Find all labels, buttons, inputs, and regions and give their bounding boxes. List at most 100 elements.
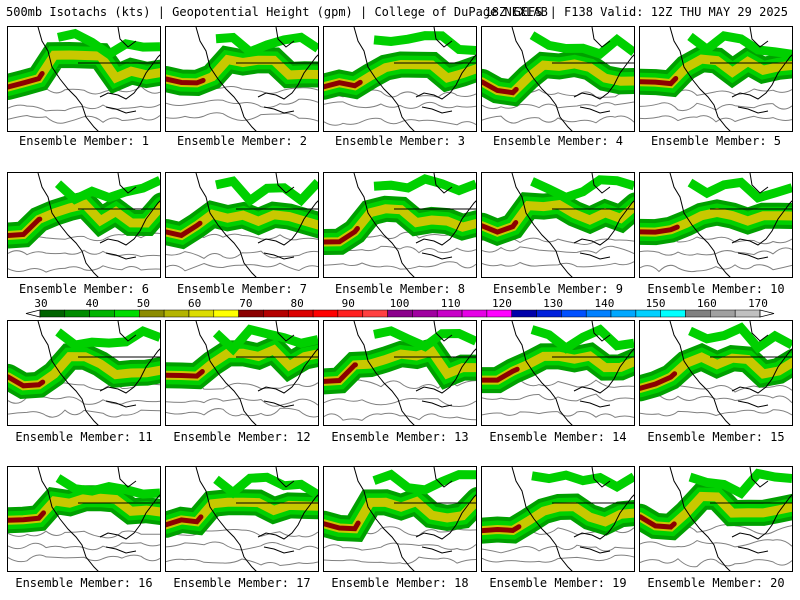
ensemble-member-label: Ensemble Member: 7: [176, 282, 308, 296]
ensemble-map-panel: [7, 26, 161, 132]
height-contour: [324, 542, 476, 551]
scale-tick-label: 130: [543, 297, 564, 310]
scale-swatch: [39, 309, 66, 318]
jet-core: [324, 348, 476, 384]
jet-core: [324, 61, 476, 90]
scale-swatch: [412, 309, 438, 318]
coastline: [195, 27, 318, 131]
height-contour: [8, 542, 160, 551]
scale-swatch: [337, 309, 363, 318]
height-contour: [324, 556, 476, 565]
height-contour: [640, 115, 792, 123]
scale-swatch: [734, 309, 761, 318]
isotach-band: [373, 326, 476, 352]
scale-swatch: [163, 309, 190, 318]
isotach-band: [57, 28, 160, 60]
ensemble-map-panel: [639, 466, 793, 572]
ensemble-map-panel: [323, 320, 477, 426]
ensemble-member-label: Ensemble Member: 2: [176, 134, 308, 148]
scale-tick-label: 120: [491, 297, 512, 310]
scale-swatch: [89, 309, 115, 318]
color-scale: [25, 309, 775, 318]
map-canvas: [482, 27, 634, 131]
scale-tick-label: 90: [341, 297, 355, 310]
map-canvas: [324, 173, 476, 277]
height-contour: [482, 544, 634, 554]
scale-swatch: [263, 309, 289, 318]
coastline: [669, 467, 792, 571]
jet-core: [324, 498, 476, 532]
height-contour: [482, 245, 634, 254]
coastline: [511, 467, 634, 571]
height-contour: [166, 558, 318, 567]
jet-core: [640, 493, 792, 530]
scale-tick-label: 160: [696, 297, 717, 310]
ensemble-map-panel: [7, 466, 161, 572]
map-canvas: [640, 27, 792, 131]
height-contour: [8, 249, 160, 258]
ensemble-map-panel: [165, 466, 319, 572]
scale-swatch: [188, 309, 215, 318]
jet-core: [482, 504, 634, 534]
ensemble-member-label: Ensemble Member: 16: [15, 576, 153, 590]
scale-swatch: [64, 309, 90, 318]
scale-swatch: [213, 309, 239, 318]
ensemble-map-panel: [323, 172, 477, 278]
scale-swatch: [362, 309, 388, 318]
scale-tick-label: 100: [389, 297, 410, 310]
isotach-band: [530, 324, 634, 354]
jet-core: [166, 211, 318, 239]
height-contour: [166, 397, 318, 407]
scale-swatch: [288, 309, 314, 318]
scale-swatch: [486, 309, 512, 318]
height-contour: [324, 117, 476, 126]
jet-core: [482, 353, 634, 383]
coastline: [353, 27, 476, 131]
map-canvas: [640, 321, 792, 425]
scale-swatch: [511, 309, 537, 318]
height-contour: [166, 407, 318, 418]
height-contour: [8, 530, 160, 539]
height-contour: [8, 554, 160, 563]
map-canvas: [482, 467, 634, 571]
isotach-band: [212, 324, 318, 356]
map-canvas: [166, 321, 318, 425]
scale-swatch: [585, 309, 612, 318]
isotach-band: [687, 177, 792, 203]
scale-swatch: [710, 309, 736, 318]
jet-core: [640, 354, 792, 391]
scale-swatch: [312, 309, 339, 318]
jet-core: [166, 499, 318, 528]
scale-tick-label: 60: [187, 297, 202, 310]
jet-core: [8, 52, 160, 90]
scale-tick-label: 40: [85, 297, 99, 310]
coastline: [511, 321, 634, 425]
scale-tick-label: 140: [594, 297, 615, 310]
scale-swatch: [139, 309, 165, 318]
scale-swatch: [610, 309, 637, 318]
jet-core: [482, 202, 634, 235]
map-canvas: [324, 467, 476, 571]
coastline: [195, 321, 318, 425]
height-contour: [640, 558, 792, 568]
ensemble-map-panel: [481, 26, 635, 132]
ensemble-member-label: Ensemble Member: 18: [331, 576, 469, 590]
map-canvas: [166, 467, 318, 571]
scale-tick-label: 80: [290, 297, 304, 310]
height-contour: [482, 101, 634, 110]
ensemble-map-panel: [7, 172, 161, 278]
ensemble-map-panel: [7, 320, 161, 426]
ensemble-member-label: Ensemble Member: 3: [334, 134, 466, 148]
map-canvas: [166, 173, 318, 277]
isotach-band: [55, 326, 160, 350]
ensemble-member-label: Ensemble Member: 11: [15, 430, 153, 444]
ensemble-map-panel: [165, 172, 319, 278]
coastline: [353, 467, 476, 571]
ensemble-map-panel: [165, 26, 319, 132]
coastline: [669, 173, 792, 277]
scale-min-arrow: [25, 309, 41, 318]
isotach-band: [372, 469, 476, 495]
ensemble-map-panel: [481, 320, 635, 426]
coastline: [669, 321, 792, 425]
ensemble-member-label: Ensemble Member: 10: [647, 282, 785, 296]
